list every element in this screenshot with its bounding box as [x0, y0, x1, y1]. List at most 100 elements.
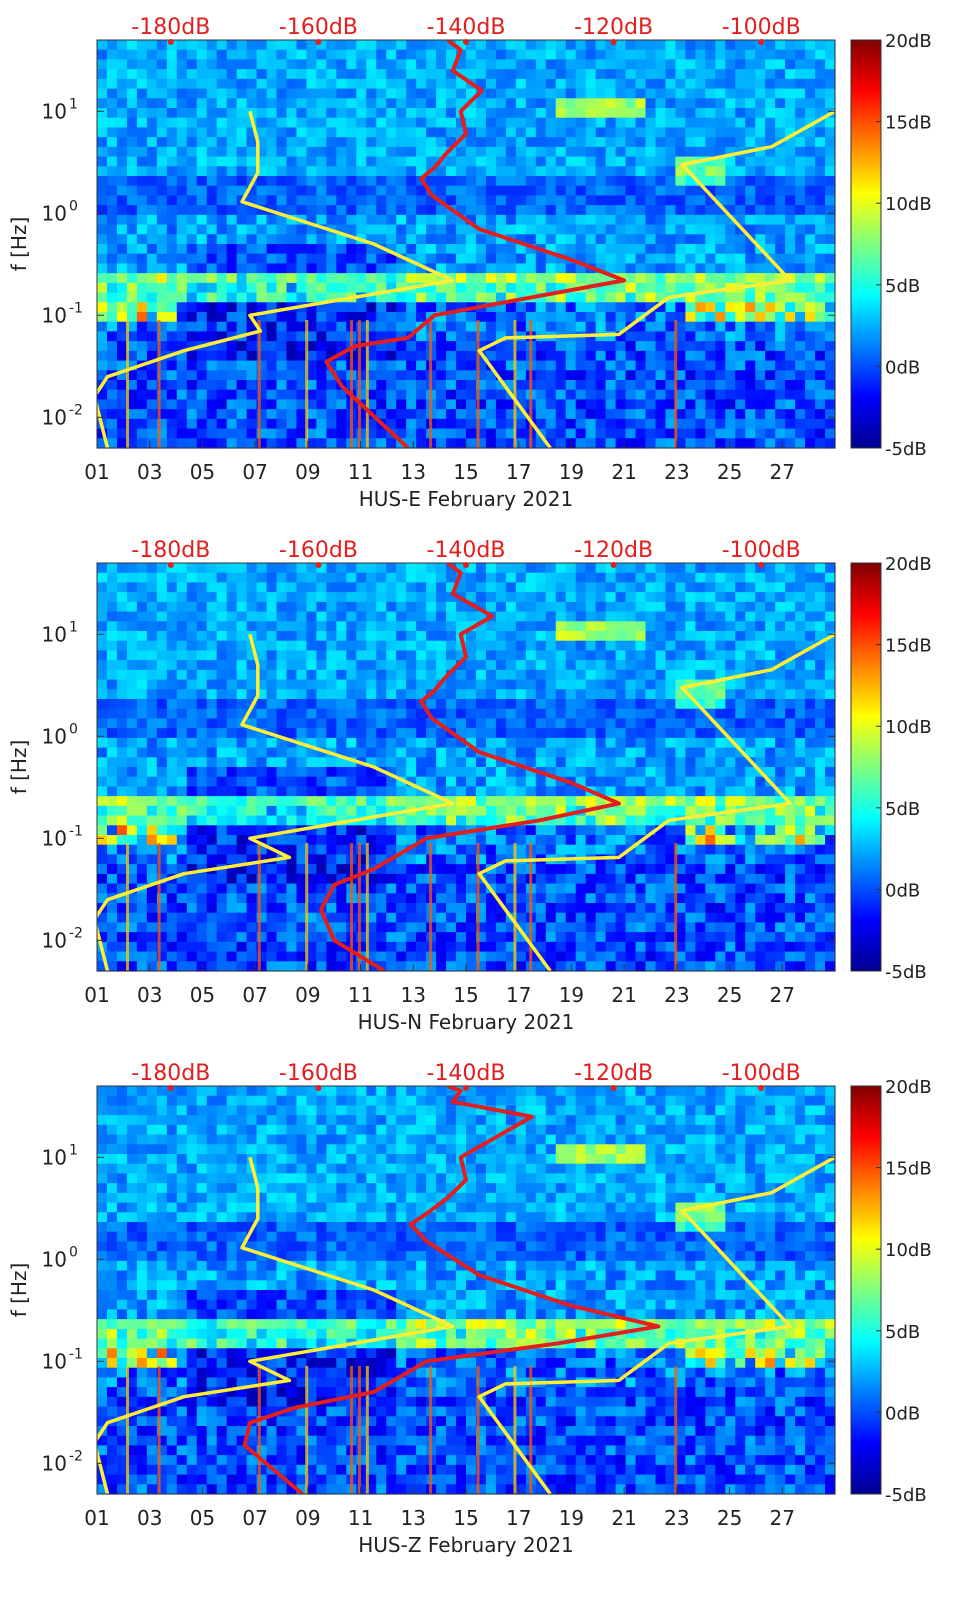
- top-tick-marker: [463, 1085, 469, 1091]
- top-tick-label: -140dB: [427, 15, 506, 40]
- y-tick-label: 10: [42, 1349, 67, 1373]
- event-streak: [305, 1365, 309, 1494]
- top-tick-label: -120dB: [574, 538, 653, 563]
- x-axis-label: HUS-E February 2021: [359, 487, 573, 511]
- event-streak: [365, 1365, 369, 1494]
- x-tick-label: 13: [401, 460, 426, 484]
- x-tick-label: 21: [611, 1506, 636, 1530]
- y-tick-label: 10: [42, 622, 67, 646]
- colorbar-tick-label: 20dB: [885, 1077, 932, 1098]
- event-streak: [357, 319, 361, 448]
- event-streak: [257, 842, 261, 971]
- top-tick-marker: [610, 562, 617, 568]
- top-tick-marker: [315, 39, 322, 45]
- top-tick-label: -180dB: [131, 538, 210, 563]
- event-streak: [257, 1365, 261, 1494]
- x-tick-label: 07: [242, 460, 267, 484]
- x-tick-label: 23: [664, 460, 689, 484]
- top-tick-label: -180dB: [131, 1061, 210, 1086]
- y-tick-label: 10: [42, 201, 67, 225]
- x-tick-label: 11: [348, 460, 373, 484]
- event-streak: [157, 319, 161, 448]
- x-tick-label: 11: [348, 983, 373, 1007]
- y-tick-exponent: 1: [69, 1142, 78, 1158]
- y-axis-label: f [Hz]: [7, 1263, 31, 1318]
- y-tick-label: 10: [42, 1145, 67, 1169]
- x-tick-label: 27: [770, 1506, 795, 1530]
- x-tick-label: 05: [190, 983, 215, 1007]
- x-tick-label: 21: [611, 460, 636, 484]
- y-tick-label: 10: [42, 99, 67, 123]
- top-tick-marker: [315, 1085, 322, 1091]
- top-tick-label: -160dB: [279, 15, 358, 40]
- top-tick-label: -120dB: [574, 15, 653, 40]
- colorbar-tick-label: 10dB: [885, 194, 932, 215]
- y-tick-exponent: 0: [69, 198, 78, 214]
- x-tick-label: 19: [559, 1506, 584, 1530]
- x-tick-label: 03: [137, 983, 162, 1007]
- overlay-lines: [97, 563, 835, 971]
- noise-model-high-line: [477, 632, 835, 971]
- colorbar-tick-label: 0dB: [885, 880, 920, 901]
- y-tick-label: 10: [42, 405, 67, 429]
- event-streak: [305, 319, 309, 448]
- event-streak: [476, 1365, 480, 1494]
- x-tick-label: 17: [506, 460, 531, 484]
- x-tick-label: 15: [453, 983, 478, 1007]
- event-streak: [357, 842, 361, 971]
- event-streak: [674, 842, 678, 971]
- event-streak: [513, 842, 517, 971]
- event-streak: [357, 1365, 361, 1494]
- colorbar-tick-label: 10dB: [885, 1240, 932, 1261]
- event-streak: [476, 842, 480, 971]
- x-tick-label: 01: [84, 1506, 109, 1530]
- x-tick-label: 25: [717, 1506, 742, 1530]
- event-streak: [529, 842, 533, 971]
- median-psd-line: [324, 40, 627, 448]
- event-streak: [674, 1365, 678, 1494]
- event-streak: [350, 842, 354, 971]
- y-tick-label: 10: [42, 724, 67, 748]
- colorbar: 20dB 15dB 10dB 5dB 0dB -5dB: [850, 554, 932, 983]
- top-tick-label: -160dB: [279, 1061, 358, 1086]
- x-tick-label: 21: [611, 983, 636, 1007]
- y-tick-exponent: 1: [69, 96, 78, 112]
- x-tick-label: 19: [559, 983, 584, 1007]
- y-tick-label: 10: [42, 928, 67, 952]
- top-tick-label: -120dB: [574, 1061, 653, 1086]
- colorbar: 20dB 15dB 10dB 5dB 0dB -5dB: [850, 31, 932, 460]
- top-tick-marker: [167, 39, 174, 45]
- top-tick-label: -140dB: [427, 538, 506, 563]
- x-tick-label: 15: [453, 1506, 478, 1530]
- noise-model-high-line: [477, 1155, 835, 1494]
- event-streak: [157, 1365, 161, 1494]
- colorbar-tick-label: 10dB: [885, 717, 932, 738]
- y-tick-exponent: -1: [69, 300, 83, 316]
- colorbar-tick-label: 15dB: [885, 113, 932, 134]
- event-streak: [429, 1365, 433, 1494]
- colorbar-tick-label: 20dB: [885, 31, 932, 52]
- y-tick-exponent: -2: [69, 925, 83, 941]
- x-tick-label: 01: [84, 983, 109, 1007]
- top-tick-marker: [315, 562, 322, 568]
- noise-model-low-line: [97, 110, 455, 448]
- x-tick-label: 13: [401, 983, 426, 1007]
- y-tick-label: 10: [42, 303, 67, 327]
- top-tick-marker: [758, 562, 765, 568]
- top-tick-label: -100dB: [722, 1061, 801, 1086]
- top-axis: -180dB -160dB -140dB -120dB -100dB: [131, 1061, 801, 1091]
- median-psd-line: [319, 563, 621, 971]
- x-tick-label: 11: [348, 1506, 373, 1530]
- colorbar-tick-label: -5dB: [885, 1485, 927, 1506]
- top-tick-label: -160dB: [279, 538, 358, 563]
- top-axis: -180dB -160dB -140dB -120dB -100dB: [131, 15, 801, 45]
- top-tick-label: -180dB: [131, 15, 210, 40]
- x-tick-label: 07: [242, 1506, 267, 1530]
- x-axis-label: HUS-Z February 2021: [358, 1533, 574, 1557]
